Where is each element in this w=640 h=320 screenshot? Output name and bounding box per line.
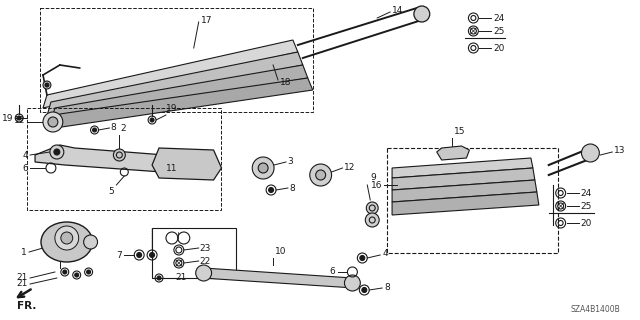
Circle shape <box>84 235 97 249</box>
Bar <box>27 108 221 210</box>
Circle shape <box>113 149 125 161</box>
Text: 21: 21 <box>17 274 28 283</box>
Polygon shape <box>47 52 303 116</box>
Bar <box>152 228 236 278</box>
Circle shape <box>43 81 51 89</box>
Circle shape <box>93 128 97 132</box>
Circle shape <box>75 273 79 277</box>
Text: 21: 21 <box>175 274 186 283</box>
Circle shape <box>137 252 141 258</box>
Text: 22: 22 <box>200 257 211 266</box>
Text: 6: 6 <box>330 268 335 276</box>
Text: 7: 7 <box>116 251 122 260</box>
Polygon shape <box>152 148 221 180</box>
Text: 17: 17 <box>201 15 212 25</box>
Polygon shape <box>436 146 469 160</box>
Text: 9: 9 <box>371 173 376 182</box>
Text: 2: 2 <box>120 124 126 133</box>
Polygon shape <box>392 192 539 215</box>
Circle shape <box>582 144 599 162</box>
Text: 6: 6 <box>22 164 28 172</box>
Circle shape <box>252 157 274 179</box>
Circle shape <box>61 232 73 244</box>
Text: 11: 11 <box>166 164 177 172</box>
Text: 25: 25 <box>493 27 504 36</box>
Circle shape <box>365 213 379 227</box>
Polygon shape <box>392 158 533 178</box>
Bar <box>40 8 313 112</box>
Text: 19: 19 <box>166 104 177 113</box>
Polygon shape <box>392 180 537 202</box>
Circle shape <box>258 163 268 173</box>
Circle shape <box>48 117 58 127</box>
Circle shape <box>86 270 91 274</box>
Text: 8: 8 <box>384 284 390 292</box>
Circle shape <box>362 287 367 292</box>
Ellipse shape <box>41 222 93 262</box>
Text: 10: 10 <box>275 247 287 256</box>
Circle shape <box>150 252 154 258</box>
Circle shape <box>55 226 79 250</box>
Text: 5: 5 <box>109 187 115 196</box>
Text: 4: 4 <box>22 150 28 159</box>
Circle shape <box>360 255 365 260</box>
Circle shape <box>157 276 161 280</box>
Circle shape <box>54 149 60 155</box>
Text: 1: 1 <box>21 247 27 257</box>
Text: 3: 3 <box>287 156 292 165</box>
Text: 21: 21 <box>17 279 28 289</box>
Text: FR.: FR. <box>17 301 37 311</box>
Circle shape <box>366 202 378 214</box>
Text: 8: 8 <box>289 183 294 193</box>
Text: 19: 19 <box>2 114 13 123</box>
Circle shape <box>150 118 154 122</box>
Circle shape <box>17 116 21 120</box>
Bar <box>387 148 557 253</box>
Polygon shape <box>202 268 355 288</box>
Text: 20: 20 <box>580 219 592 228</box>
Circle shape <box>63 270 67 274</box>
Circle shape <box>414 6 429 22</box>
Text: 25: 25 <box>580 202 592 211</box>
Circle shape <box>316 170 326 180</box>
Polygon shape <box>35 145 209 175</box>
Text: SZA4B1400B: SZA4B1400B <box>570 305 620 314</box>
Circle shape <box>344 275 360 291</box>
Text: 23: 23 <box>200 244 211 252</box>
Polygon shape <box>55 78 313 128</box>
Text: 12: 12 <box>13 116 25 124</box>
Text: 12: 12 <box>344 163 355 172</box>
Text: 4: 4 <box>382 250 388 259</box>
Text: 14: 14 <box>392 5 403 14</box>
Circle shape <box>269 188 273 193</box>
Text: 15: 15 <box>454 127 465 136</box>
Text: 8: 8 <box>111 123 116 132</box>
Text: 24: 24 <box>493 13 504 22</box>
Circle shape <box>43 112 63 132</box>
Circle shape <box>310 164 332 186</box>
Text: 18: 18 <box>280 77 291 86</box>
Polygon shape <box>43 40 298 108</box>
Circle shape <box>45 83 49 87</box>
Text: 13: 13 <box>614 146 626 155</box>
Polygon shape <box>51 65 308 122</box>
Circle shape <box>50 145 64 159</box>
Text: 20: 20 <box>493 44 504 52</box>
Text: 24: 24 <box>580 188 592 197</box>
Circle shape <box>196 265 212 281</box>
Text: 16: 16 <box>371 180 382 189</box>
Polygon shape <box>392 168 535 190</box>
